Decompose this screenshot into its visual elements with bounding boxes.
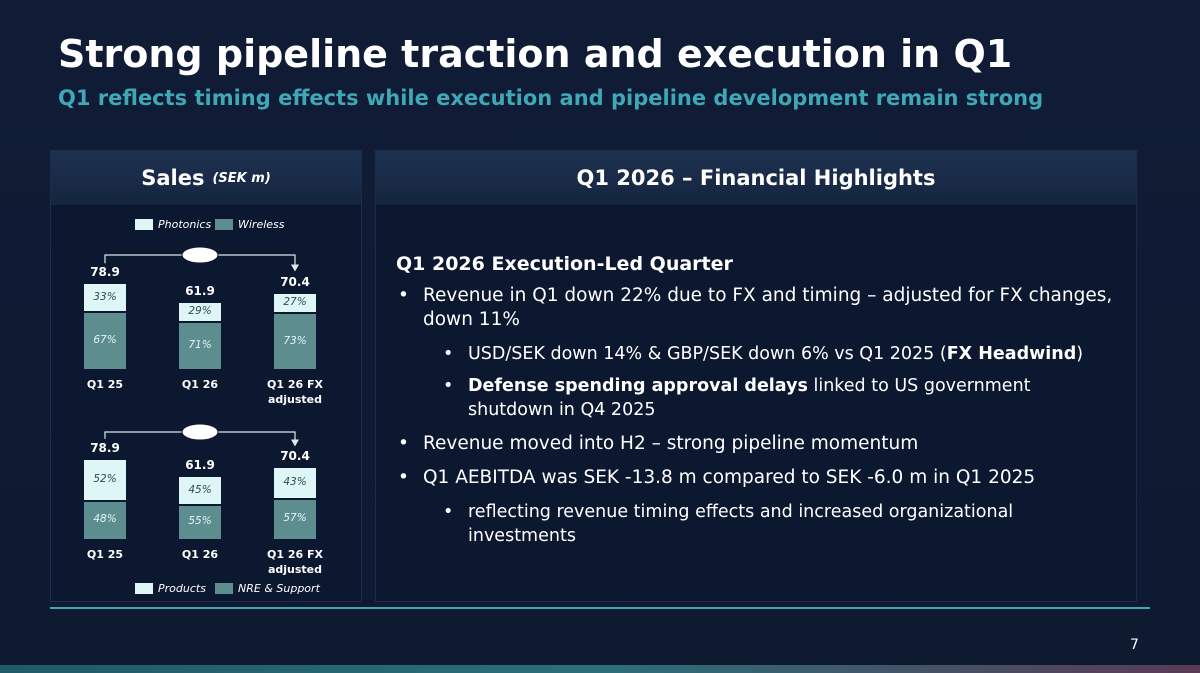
legend-label: Wireless <box>238 218 285 231</box>
bar-segment <box>178 476 222 505</box>
total-label: 78.9 <box>90 440 120 455</box>
panel-title: Q1 2026 – Financial Highlights <box>576 166 936 190</box>
bar-segment <box>273 292 317 314</box>
value-label: 55% <box>188 515 212 528</box>
legend-item: Wireless <box>215 218 285 231</box>
bar-segment <box>178 301 222 322</box>
total-label: 78.9 <box>90 265 120 280</box>
bullets: Revenue in Q1 down 22% due to FX and tim… <box>396 284 1116 548</box>
bullet: Revenue moved into H2 – strong pipeline … <box>398 432 1116 456</box>
total-label: 70.4 <box>280 274 310 289</box>
sub-bullets: USD/SEK down 14% & GBP/SEK down 6% vs Q1… <box>423 342 1116 422</box>
panel-unit: (SEK m) <box>212 170 271 186</box>
value-label: 57% <box>283 512 307 525</box>
category-label: Q1 25 <box>86 548 124 561</box>
text: linked to US government shutdown in Q4 2… <box>468 376 1031 420</box>
value-label: 48% <box>93 513 117 526</box>
legend-item: Products <box>135 582 206 595</box>
title: Strong pipeline traction and execution i… <box>58 32 1013 76</box>
value-label: 52% <box>93 472 117 485</box>
bullet: Q1 AEBITDA was SEK -13.8 m compared to S… <box>398 466 1116 548</box>
legend-label: NRE & Support <box>238 582 320 595</box>
bullet-text: Revenue in Q1 down 22% due to FX and tim… <box>423 285 1113 330</box>
sub-bullet: reflecting revenue timing effects and in… <box>443 500 1116 548</box>
legend-item: NRE & Support <box>215 582 320 595</box>
legend-swatch <box>135 219 153 230</box>
heading: Q1 2026 Execution-Led Quarter <box>396 253 733 275</box>
bullet-text: Revenue moved into H2 – strong pipeline … <box>423 433 919 454</box>
annotation: -11% <box>186 248 214 259</box>
category-label: Q1 26 <box>181 548 219 561</box>
panel-header: Sales (SEK m) <box>51 151 361 205</box>
category-label: Q1 26 FX adjusted <box>267 378 323 406</box>
legend-swatch <box>215 583 233 594</box>
total-label: 70.4 <box>280 449 310 464</box>
category-label: Q1 26 FX adjusted <box>267 548 323 576</box>
bar-segment <box>273 313 317 370</box>
bar-segment <box>83 500 127 540</box>
value-label: 33% <box>93 290 117 303</box>
legend-item: Photonics <box>135 218 211 231</box>
value-label: 45% <box>188 483 212 496</box>
total-label: 61.9 <box>185 458 215 473</box>
text: USD/SEK down 14% & GBP/SEK down 6% vs Q1… <box>468 344 947 364</box>
bullet: Revenue in Q1 down 22% due to FX and tim… <box>398 284 1116 422</box>
bar-segment <box>83 283 127 312</box>
category-label: Q1 25 <box>86 378 124 391</box>
sub-bullet: Defense spending approval delays linked … <box>443 374 1116 422</box>
bar-segment <box>273 498 317 540</box>
highlights: Q1 2026 Execution-Led Quarter Revenue in… <box>396 252 1116 558</box>
value-label: 67% <box>93 333 117 346</box>
page-number: 7 <box>1130 637 1139 653</box>
value-label: 73% <box>283 334 307 347</box>
value-label: 71% <box>188 338 212 351</box>
subtitle: Q1 reflects timing effects while executi… <box>58 86 1044 110</box>
bar-segment <box>178 321 222 370</box>
footer-line <box>50 607 1150 609</box>
sub-bullets: reflecting revenue timing effects and in… <box>423 500 1116 548</box>
bar-segment <box>178 504 222 540</box>
sub-bullet: USD/SEK down 14% & GBP/SEK down 6% vs Q1… <box>443 342 1116 366</box>
bar-segment <box>273 467 317 499</box>
annotation: -11% <box>186 425 214 436</box>
text: reflecting revenue timing effects and in… <box>468 502 1014 546</box>
legend-swatch <box>135 583 153 594</box>
text: ) <box>1076 344 1084 364</box>
legend-swatch <box>215 219 233 230</box>
panel-header: Q1 2026 – Financial Highlights <box>376 151 1136 205</box>
bar-segment <box>83 458 127 501</box>
total-label: 61.9 <box>185 283 215 298</box>
bottom-strip <box>0 665 1200 673</box>
bar-segment <box>83 311 127 370</box>
category-label: Q1 26 <box>181 378 219 391</box>
panel-title: Sales <box>141 166 205 190</box>
value-label: 29% <box>188 304 212 317</box>
value-label: 43% <box>283 476 307 489</box>
bold-text: FX Headwind <box>946 344 1077 364</box>
bullet-text: Q1 AEBITDA was SEK -13.8 m compared to S… <box>423 467 1036 488</box>
legend-label: Photonics <box>158 218 212 231</box>
value-label: 27% <box>283 296 307 308</box>
legend-label: Products <box>158 582 206 595</box>
bold-text: Defense spending approval delays <box>468 376 808 396</box>
